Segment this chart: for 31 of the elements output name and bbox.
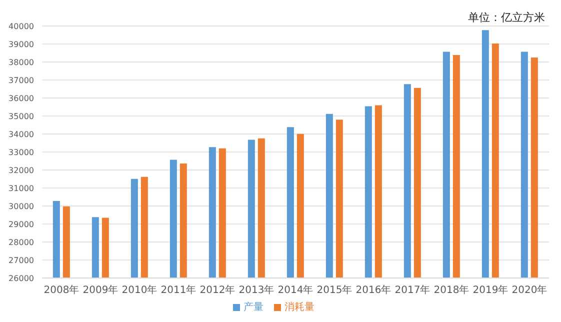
y-tick-label: 37000 <box>8 76 34 85</box>
y-tick-label: 29000 <box>8 220 34 229</box>
x-tick-label: 2009年 <box>82 284 118 296</box>
y-tick-label: 27000 <box>8 256 34 265</box>
y-tick-label: 26000 <box>8 274 34 283</box>
x-tick-label: 2013年 <box>238 284 274 296</box>
y-tick-label: 30000 <box>8 202 34 211</box>
y-tick-label: 36000 <box>8 94 34 103</box>
legend-label: 产量 <box>244 302 264 313</box>
x-tick-label: 2012年 <box>200 284 236 296</box>
y-tick-label: 31000 <box>8 184 34 193</box>
y-tick-label: 35000 <box>8 112 34 121</box>
y-tick-label: 28000 <box>8 238 34 247</box>
y-tick-label: 39000 <box>8 40 34 49</box>
x-tick-label: 2017年 <box>394 284 430 296</box>
x-tick-label: 2019年 <box>472 284 508 296</box>
x-tick-label: 2018年 <box>434 284 470 296</box>
x-tick-label: 2020年 <box>512 284 548 296</box>
y-tick-label: 32000 <box>8 166 34 175</box>
x-tick-label: 2008年 <box>44 284 80 296</box>
y-tick-label: 34000 <box>8 130 34 139</box>
y-tick-label: 33000 <box>8 148 34 157</box>
x-tick-label: 2010年 <box>122 284 158 296</box>
y-tick-label: 40000 <box>8 22 34 31</box>
x-tick-label: 2016年 <box>356 284 392 296</box>
text: 单位：亿立方米 <box>468 10 545 25</box>
legend-label: 消耗量 <box>284 302 314 313</box>
x-tick-label: 2011年 <box>160 284 196 296</box>
x-tick-label: 2015年 <box>316 284 352 296</box>
y-tick-label: 38000 <box>8 58 34 67</box>
x-tick-label: 2014年 <box>278 284 314 296</box>
